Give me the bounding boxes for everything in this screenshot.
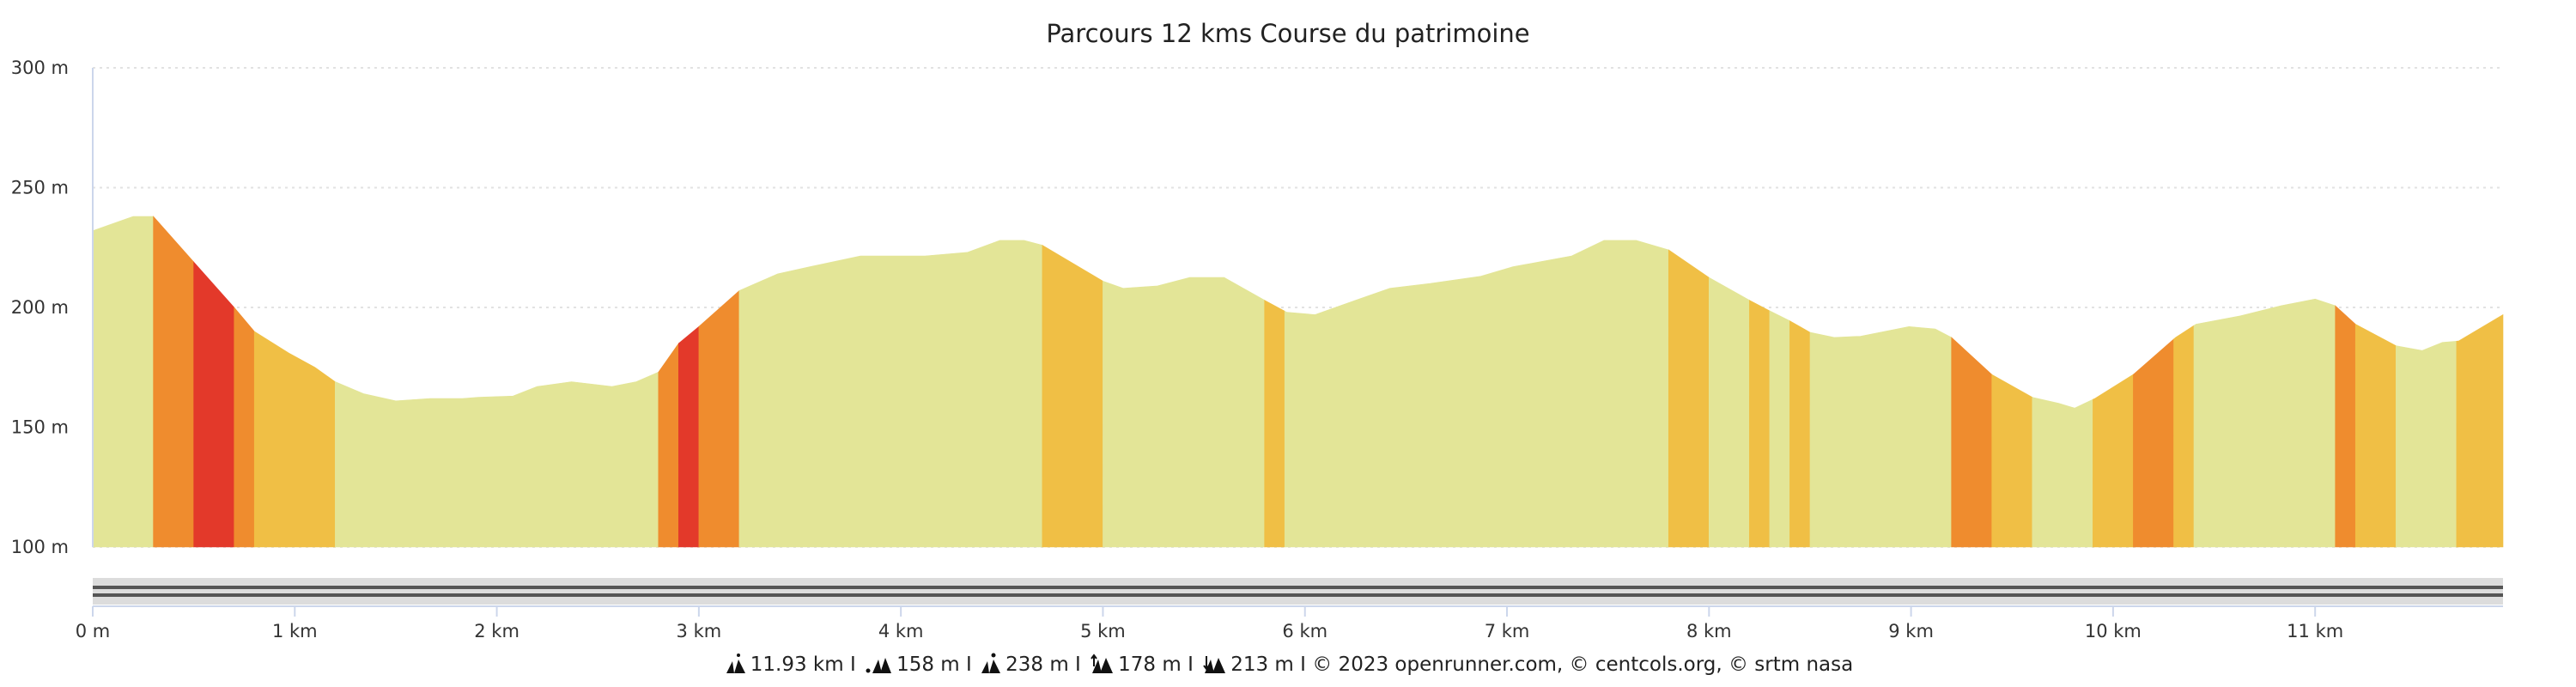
x-tick-label: 2 km [474, 621, 519, 641]
y-tick-label: 150 m [11, 417, 69, 438]
chart-title: Parcours 12 kms Course du patrimoine [1046, 19, 1530, 48]
elevation-segment-flat [738, 240, 1043, 548]
separator: I [1188, 654, 1194, 676]
x-tick-label: 3 km [677, 621, 722, 641]
ascent-value: 178 m [1118, 654, 1182, 676]
elevation-segment-moderate [1668, 249, 1710, 548]
elevation-segment-steep [698, 289, 740, 548]
x-tick-label: 9 km [1888, 621, 1934, 641]
elevation-segment-moderate [2354, 324, 2397, 548]
min-elevation-icon [866, 658, 892, 673]
elevation-segment-very-steep [677, 325, 700, 548]
elevation-segment-moderate [253, 331, 336, 548]
elevation-segment-moderate [1042, 244, 1103, 548]
x-axis: 0 m 1 km 2 km 3 km 4 km 5 km 6 km 7 km 8 km 9 km 1… [76, 605, 2503, 641]
elevation-segment-moderate [2093, 374, 2134, 548]
elevation-segment-flat [1769, 310, 1790, 548]
x-tick-label: 5 km [1080, 621, 1126, 641]
elevation-segment-flat [2396, 340, 2458, 548]
scrollbar-line-bottom [93, 593, 2503, 597]
min-elevation-value: 158 m [896, 654, 960, 676]
route-summary: 11.93 km I 158 m I 238 m I 178 m I 213 m… [0, 653, 2576, 676]
scrollbar-line-top [93, 586, 2503, 589]
ascent-icon [1091, 654, 1114, 673]
y-tick-label: 250 m [11, 178, 69, 198]
elevation-segment-flat [1103, 277, 1266, 548]
range-scrollbar[interactable] [93, 578, 2503, 605]
elevation-segment-flat [1708, 277, 1750, 548]
elevation-segment-flat [92, 216, 154, 548]
distance-icon [726, 654, 745, 673]
separator: I [966, 654, 972, 676]
separator: I [1300, 654, 1306, 676]
x-tick-label: 8 km [1686, 621, 1732, 641]
elevation-segment-moderate [1789, 320, 1811, 548]
x-tick-label: 4 km [878, 621, 924, 641]
x-tick-label: 11 km [2287, 621, 2343, 641]
x-tick-label: 10 km [2085, 621, 2142, 641]
elevation-segment-flat [1809, 325, 1953, 548]
max-elevation-value: 238 m [1005, 654, 1069, 676]
elevation-segment-steep [2335, 305, 2356, 548]
credits: © 2023 openrunner.com, © centcols.org, ©… [1312, 654, 1854, 676]
elevation-segment-flat [1284, 240, 1669, 548]
elevation-segment-steep [234, 307, 255, 548]
elevation-segment-steep [2133, 338, 2174, 548]
y-tick-label: 300 m [11, 58, 69, 78]
descent-icon [1203, 656, 1226, 673]
descent-value: 213 m [1230, 654, 1294, 676]
distance-value: 11.93 km [750, 654, 844, 676]
elevation-segment-steep [658, 342, 679, 548]
elevation-segment-flat [334, 371, 659, 548]
elevation-segment-moderate [1749, 300, 1771, 548]
elevation-segment-moderate [1264, 300, 1285, 548]
x-tick-label: 1 km [272, 621, 318, 641]
elevation-segment-very-steep [193, 261, 235, 548]
elevation-segment-moderate [2456, 313, 2504, 548]
x-tick-label: 0 m [76, 621, 111, 641]
elevation-segment-moderate [2173, 325, 2195, 548]
elevation-chart: 100 m 150 m 200 m 250 m 300 m 0 m 1 km 2 km 3 k… [11, 58, 2504, 641]
elevation-segment-flat [2032, 397, 2093, 548]
elevation-segment-flat [2193, 298, 2336, 548]
y-tick-label: 100 m [11, 537, 69, 557]
x-tick-label: 6 km [1282, 621, 1327, 641]
separator: I [1075, 654, 1081, 676]
separator: I [849, 654, 856, 676]
x-tick-label: 7 km [1485, 621, 1530, 641]
elevation-segment-moderate [1991, 374, 2033, 548]
scrollbar-track[interactable] [93, 578, 2503, 605]
elevation-segment-steep [153, 216, 194, 548]
elevation-segment-steep [1951, 337, 1993, 548]
elevation-area [92, 216, 2504, 548]
y-tick-label: 200 m [11, 297, 69, 318]
max-elevation-icon [981, 653, 1001, 673]
y-axis: 100 m 150 m 200 m 250 m 300 m [11, 58, 94, 557]
